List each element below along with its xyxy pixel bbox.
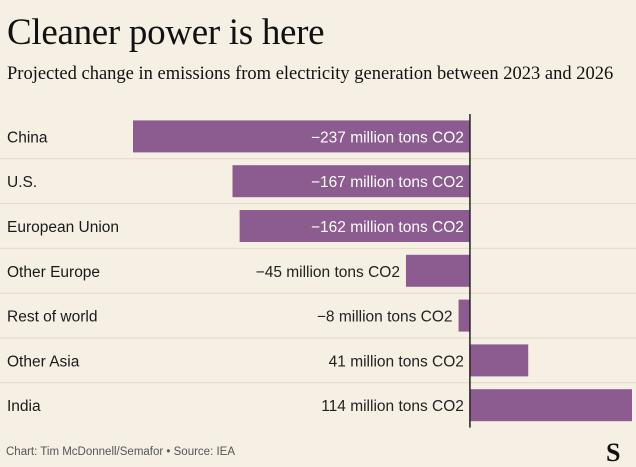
- value-label: −237 million tons CO2: [311, 129, 464, 146]
- category-label: Rest of world: [7, 309, 97, 326]
- chart-credit: Chart: Tim McDonnell/Semafor • Source: I…: [6, 446, 235, 458]
- bar: [239, 210, 470, 242]
- bar: [232, 165, 470, 198]
- value-label: −8 million tons CO2: [317, 309, 453, 326]
- bar: [469, 344, 529, 377]
- semafor-logo: S: [606, 438, 621, 467]
- category-label: China: [7, 129, 48, 146]
- category-label: U.S.: [7, 174, 37, 191]
- value-label: 114 million tons CO2: [321, 398, 464, 415]
- value-label: −162 million tons CO2: [311, 219, 464, 236]
- value-label: −167 million tons CO2: [311, 174, 464, 191]
- bar: [133, 120, 470, 153]
- category-label: India: [7, 398, 41, 415]
- chart-subtitle: Projected change in emissions from elect…: [7, 64, 614, 84]
- chart-title: Cleaner power is here: [7, 12, 325, 53]
- value-label: 41 million tons CO2: [329, 353, 464, 370]
- bar: [405, 254, 470, 287]
- bar: [458, 299, 470, 332]
- category-label: Other Europe: [7, 264, 100, 281]
- category-label: Other Asia: [7, 353, 80, 370]
- bar: [469, 389, 632, 422]
- value-label: −45 million tons CO2: [256, 264, 400, 281]
- category-label: European Union: [7, 219, 119, 236]
